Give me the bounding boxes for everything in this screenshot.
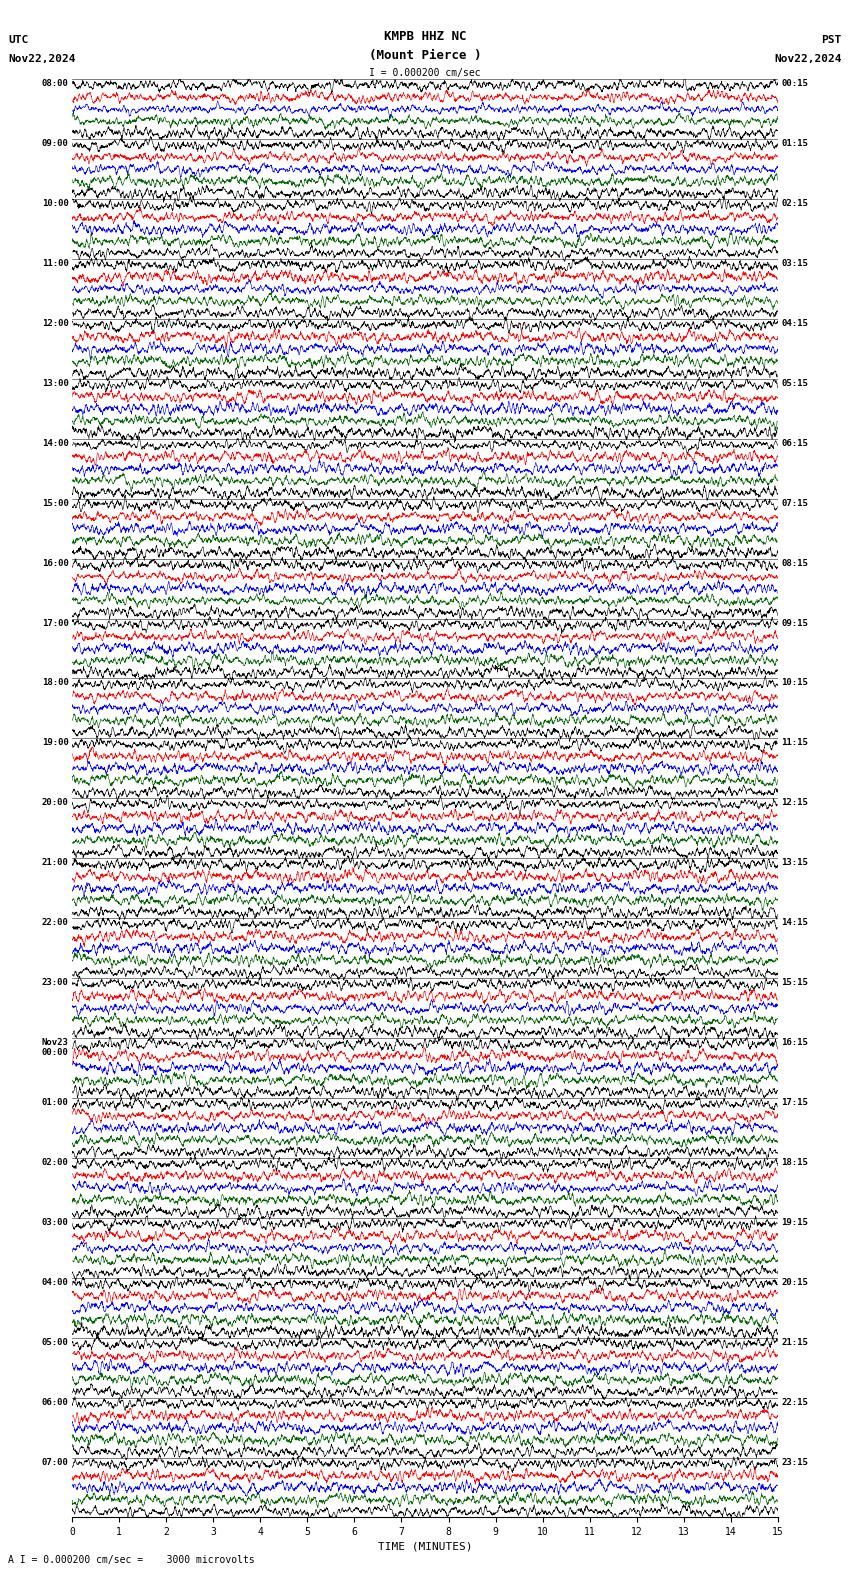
Text: Nov22,2024: Nov22,2024 (8, 54, 76, 63)
Text: 16:00: 16:00 (42, 559, 69, 567)
Text: 13:00: 13:00 (42, 379, 69, 388)
Text: 07:00: 07:00 (42, 1457, 69, 1467)
Text: 05:15: 05:15 (781, 379, 808, 388)
Text: 13:15: 13:15 (781, 859, 808, 868)
Text: 08:00: 08:00 (42, 79, 69, 89)
Text: 02:00: 02:00 (42, 1158, 69, 1167)
Text: 15:00: 15:00 (42, 499, 69, 508)
Text: 20:00: 20:00 (42, 798, 69, 808)
Text: 08:15: 08:15 (781, 559, 808, 567)
Text: 04:00: 04:00 (42, 1278, 69, 1286)
Text: 04:15: 04:15 (781, 318, 808, 328)
Text: Nov23
00:00: Nov23 00:00 (42, 1038, 69, 1058)
Text: 18:00: 18:00 (42, 678, 69, 687)
Text: 22:00: 22:00 (42, 919, 69, 927)
Text: 11:15: 11:15 (781, 738, 808, 748)
Text: 14:15: 14:15 (781, 919, 808, 927)
Text: 12:15: 12:15 (781, 798, 808, 808)
Text: 00:15: 00:15 (781, 79, 808, 89)
Text: 18:15: 18:15 (781, 1158, 808, 1167)
Text: 11:00: 11:00 (42, 258, 69, 268)
Text: I = 0.000200 cm/sec: I = 0.000200 cm/sec (369, 68, 481, 78)
Text: KMPB HHZ NC: KMPB HHZ NC (383, 30, 467, 43)
Text: 10:00: 10:00 (42, 200, 69, 208)
Text: 17:15: 17:15 (781, 1098, 808, 1107)
Text: 03:15: 03:15 (781, 258, 808, 268)
Text: PST: PST (821, 35, 842, 44)
Text: 23:00: 23:00 (42, 977, 69, 987)
Text: 02:15: 02:15 (781, 200, 808, 208)
Text: 19:15: 19:15 (781, 1218, 808, 1228)
Text: 09:15: 09:15 (781, 618, 808, 627)
Text: 19:00: 19:00 (42, 738, 69, 748)
Text: 14:00: 14:00 (42, 439, 69, 448)
Text: 17:00: 17:00 (42, 618, 69, 627)
Text: 22:15: 22:15 (781, 1397, 808, 1407)
Text: 15:15: 15:15 (781, 977, 808, 987)
Text: (Mount Pierce ): (Mount Pierce ) (369, 49, 481, 62)
Text: 06:15: 06:15 (781, 439, 808, 448)
Text: 06:00: 06:00 (42, 1397, 69, 1407)
Text: 09:00: 09:00 (42, 139, 69, 149)
Text: UTC: UTC (8, 35, 29, 44)
Text: 03:00: 03:00 (42, 1218, 69, 1228)
Text: 07:15: 07:15 (781, 499, 808, 508)
X-axis label: TIME (MINUTES): TIME (MINUTES) (377, 1541, 473, 1551)
Text: 01:15: 01:15 (781, 139, 808, 149)
Text: Nov22,2024: Nov22,2024 (774, 54, 842, 63)
Text: 23:15: 23:15 (781, 1457, 808, 1467)
Text: 12:00: 12:00 (42, 318, 69, 328)
Text: 05:00: 05:00 (42, 1337, 69, 1346)
Text: 21:00: 21:00 (42, 859, 69, 868)
Text: A I = 0.000200 cm/sec =    3000 microvolts: A I = 0.000200 cm/sec = 3000 microvolts (8, 1555, 255, 1565)
Text: 21:15: 21:15 (781, 1337, 808, 1346)
Text: 20:15: 20:15 (781, 1278, 808, 1286)
Text: 10:15: 10:15 (781, 678, 808, 687)
Text: 01:00: 01:00 (42, 1098, 69, 1107)
Text: 16:15: 16:15 (781, 1038, 808, 1047)
